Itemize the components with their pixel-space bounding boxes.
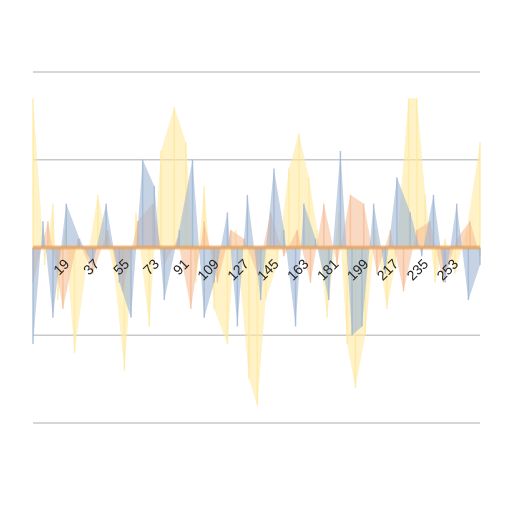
series-areas	[32, 98, 481, 406]
baseline	[33, 245, 480, 250]
